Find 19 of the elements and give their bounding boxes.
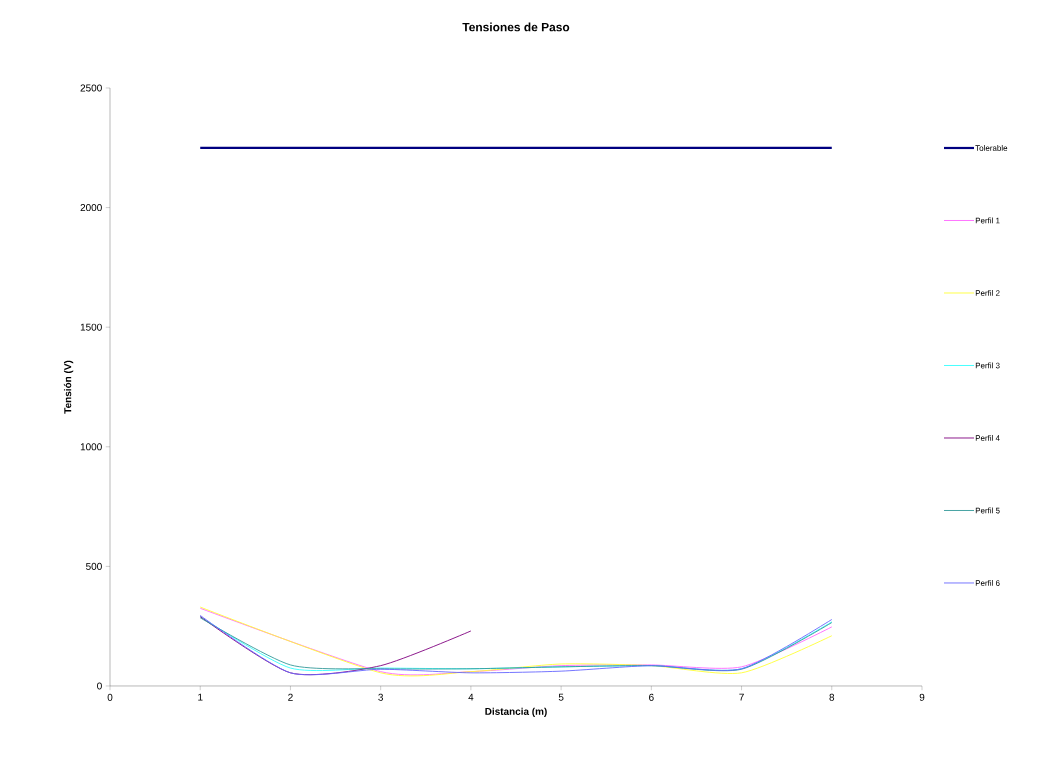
x-tick-label: 8: [829, 693, 835, 701]
chart-title: Tensiones de Paso: [462, 22, 570, 32]
y-tick-label: 1500: [80, 323, 102, 331]
x-axis-title: Distancia (m): [485, 707, 547, 717]
x-tick-label: 6: [649, 693, 654, 701]
x-tick-label: 9: [919, 693, 925, 701]
y-tick-label: 500: [86, 562, 102, 570]
x-tick-label: 5: [558, 693, 564, 701]
y-axis-title: Tensión (V): [63, 360, 74, 414]
x-tick-label: 4: [468, 693, 474, 701]
x-tick-label: 1: [198, 693, 203, 701]
x-tick-label: 2: [288, 693, 293, 701]
y-tick-label: 1000: [80, 443, 102, 451]
x-tick-label: 0: [107, 693, 113, 701]
x-tick-label: 3: [378, 693, 384, 701]
y-tick-label: 2500: [80, 84, 102, 92]
y-tick-label: 0: [97, 682, 102, 690]
x-tick-label: 7: [739, 693, 744, 701]
y-tick-label: 2000: [80, 204, 102, 212]
